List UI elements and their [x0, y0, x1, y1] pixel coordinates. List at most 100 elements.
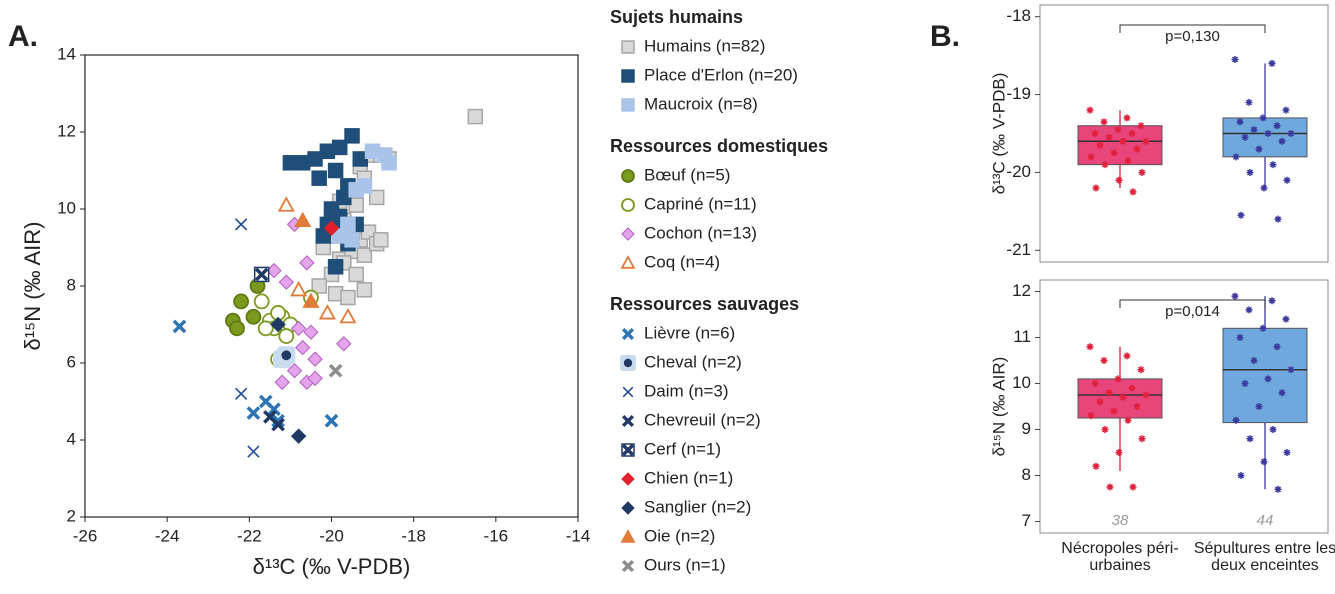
legend-marker: [621, 443, 635, 457]
jitter-point: [1241, 133, 1249, 141]
jitter-point: [1260, 184, 1268, 192]
point: [278, 328, 295, 344]
point: [290, 280, 308, 297]
jitter-point: [1092, 462, 1100, 470]
y-tick-label: 6: [67, 352, 76, 371]
point: [467, 108, 484, 125]
y-axis-title: δ¹³C (‰ V-PDB): [989, 73, 1008, 195]
point: [315, 228, 332, 244]
jitter-point: [1250, 357, 1258, 364]
jitter-point: [1087, 412, 1095, 420]
point: [286, 362, 303, 379]
point: [257, 320, 274, 337]
jitter-point: [1087, 153, 1095, 161]
point: [254, 267, 269, 282]
point: [381, 155, 397, 171]
jitter-point: [1123, 114, 1131, 122]
legend-label: Ours (n=1): [644, 555, 726, 574]
jitter-point: [1237, 472, 1245, 479]
jitter-point: [1260, 458, 1268, 466]
category-label: Nécropoles péri-urbaines: [1061, 540, 1179, 574]
jitter-point: [1096, 398, 1104, 406]
x-tick-label: -18: [401, 526, 426, 545]
point: [278, 274, 295, 290]
jitter-point: [1138, 435, 1146, 443]
point: [368, 189, 385, 206]
x-tick-label: -20: [319, 526, 344, 545]
jitter-point: [1086, 106, 1094, 114]
legend-title: Sujets humains: [610, 7, 743, 27]
point: [246, 406, 261, 420]
legend-label: Chien (n=1): [644, 468, 733, 487]
jitter-point: [1283, 176, 1291, 184]
y-tick-label: -21: [1006, 240, 1031, 259]
jitter-point: [1274, 485, 1282, 493]
jitter-point: [1287, 130, 1295, 137]
legend-title: Ressources sauvages: [610, 294, 799, 314]
jitter-point: [1123, 352, 1131, 360]
jitter-point: [1137, 366, 1145, 374]
jitter-point: [1231, 56, 1239, 64]
jitter-point: [1100, 118, 1108, 126]
x-tick-label: -24: [155, 526, 180, 545]
jitter-point: [1278, 137, 1286, 145]
jitter-point: [1232, 153, 1240, 161]
legend-label: Daim (n=3): [644, 381, 729, 400]
legend-marker: [621, 327, 635, 341]
point: [303, 324, 319, 340]
point: [327, 259, 344, 275]
panel-label: B.: [930, 20, 960, 53]
jitter-point: [1255, 145, 1263, 153]
y-tick-label: 12: [57, 121, 76, 140]
point: [294, 211, 312, 228]
legend-label: Lièvre (n=6): [644, 323, 735, 342]
bracket: [1119, 24, 1266, 33]
point: [336, 336, 352, 352]
jitter-point: [1114, 126, 1122, 134]
point: [233, 293, 250, 310]
point: [302, 292, 320, 308]
jitter-point: [1274, 215, 1282, 223]
point: [290, 428, 307, 444]
jitter-point: [1237, 211, 1245, 219]
point: [344, 232, 360, 248]
jitter-point: [1245, 306, 1253, 314]
jitter-point: [1246, 168, 1254, 176]
point: [271, 417, 285, 432]
point: [307, 370, 323, 387]
jitter-point: [1138, 168, 1146, 176]
jitter-point: [1133, 145, 1141, 153]
legend-label: Capriné (n=11): [644, 194, 757, 213]
y-tick-label: 8: [67, 275, 76, 294]
jitter-point: [1129, 483, 1137, 491]
x-tick-label: -26: [73, 526, 98, 545]
jitter-point: [1236, 334, 1244, 341]
y-tick-label: -20: [1006, 162, 1031, 181]
jitter-point: [1142, 137, 1150, 145]
legend-marker: [620, 529, 636, 543]
annotation: p=0,014: [1165, 303, 1220, 320]
point: [307, 351, 323, 367]
y-axis-title: δ¹⁵N (‰ AIR): [989, 357, 1008, 457]
jitter-point: [1259, 114, 1267, 122]
box: [1222, 117, 1308, 158]
jitter-point: [1250, 126, 1258, 134]
jitter-point: [1282, 106, 1290, 114]
point: [267, 402, 281, 417]
point: [340, 289, 356, 306]
legend-label: Oie (n=2): [644, 526, 715, 545]
point: [295, 339, 311, 356]
jitter-point: [1124, 157, 1132, 165]
point: [356, 247, 373, 263]
y-tick-label: 14: [57, 44, 76, 63]
legend-marker: [621, 198, 635, 212]
jitter-point: [1232, 416, 1240, 424]
jitter-point: [1115, 176, 1123, 184]
legend-marker: [621, 472, 635, 486]
jitter-point: [1269, 161, 1277, 169]
jitter-point: [1091, 130, 1099, 137]
legend-label: Humains (n=82): [644, 36, 765, 55]
point: [339, 307, 357, 324]
point: [253, 293, 270, 310]
count-label: 44: [1257, 512, 1274, 529]
